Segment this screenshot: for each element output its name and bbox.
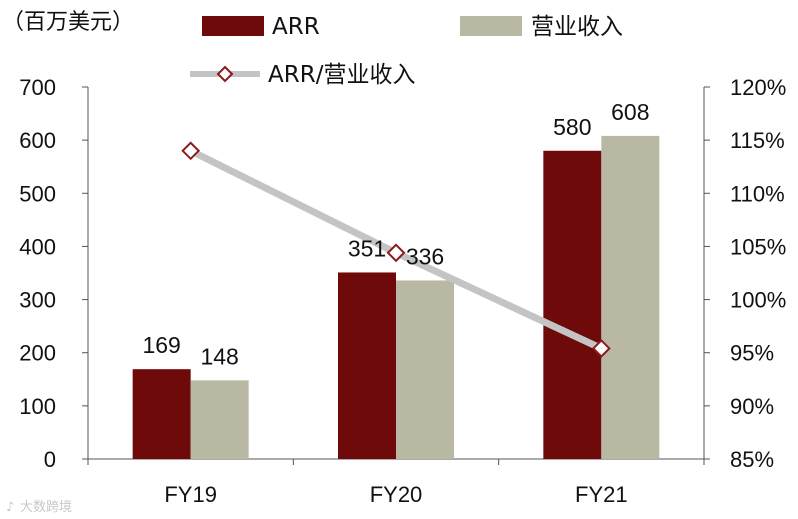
bar-revenue bbox=[190, 380, 249, 459]
left-axis-tick-label: 600 bbox=[19, 128, 56, 153]
unit-label: （百万美元） bbox=[2, 10, 134, 35]
watermark-logo-icon: ♪ bbox=[6, 500, 14, 515]
legend-marker-ratio-icon bbox=[216, 65, 234, 83]
legend-label-revenue: 营业收入 bbox=[531, 14, 623, 40]
bar-value-label: 148 bbox=[200, 343, 238, 369]
left-axis-tick-label: 100 bbox=[19, 394, 56, 419]
bar-revenue bbox=[601, 135, 660, 460]
bar-arr bbox=[338, 272, 396, 459]
left-axis-tick-label: 0 bbox=[44, 447, 56, 472]
left-axis-tick-label: 200 bbox=[19, 341, 56, 366]
x-axis-category-label: FY20 bbox=[370, 482, 423, 507]
ratio-point bbox=[591, 339, 611, 358]
legend-swatch-revenue bbox=[460, 16, 522, 36]
watermark: ♪ 大数跨境 bbox=[6, 500, 72, 515]
ratio-point bbox=[181, 141, 201, 161]
ratio-point bbox=[386, 243, 406, 263]
legend-swatch-arr bbox=[202, 16, 264, 36]
bar-revenue bbox=[396, 280, 454, 459]
data-labels: 169 351 580 148 336 608 bbox=[142, 99, 649, 369]
left-axis-tick-label: 700 bbox=[19, 75, 56, 100]
left-axis-tick-label: 300 bbox=[19, 288, 56, 313]
bars bbox=[132, 135, 660, 460]
x-axis-category-label: FY19 bbox=[164, 482, 217, 507]
legend-label-arr: ARR bbox=[272, 14, 320, 40]
x-axis-category-label: FY21 bbox=[575, 482, 628, 507]
bar-value-label: 351 bbox=[348, 235, 386, 261]
right-axis-tick-label: 110% bbox=[730, 181, 785, 206]
right-axis-tick-label: 90% bbox=[730, 394, 774, 419]
left-axis-tick-label: 500 bbox=[19, 181, 56, 206]
right-axis-tick-label: 115% bbox=[730, 128, 785, 153]
legend: ARR 营业收入 ARR/营业收入 bbox=[190, 14, 623, 88]
right-axis-tick-label: 95% bbox=[730, 341, 774, 366]
legend-label-ratio: ARR/营业收入 bbox=[268, 62, 415, 88]
bar-arr bbox=[132, 369, 191, 459]
right-axis-tick-label: 105% bbox=[730, 234, 786, 259]
bar-arr bbox=[543, 150, 602, 459]
right-axis-tick-label: 100% bbox=[730, 288, 786, 313]
bar-value-label: 580 bbox=[553, 114, 591, 140]
right-axis-tick-label: 120% bbox=[730, 75, 786, 100]
bar-value-label: 336 bbox=[406, 243, 444, 269]
bar-value-label: 608 bbox=[611, 99, 649, 125]
watermark-text: 大数跨境 bbox=[20, 500, 72, 515]
left-axis-tick-label: 400 bbox=[19, 234, 56, 259]
ratio-line-layer bbox=[181, 141, 611, 358]
axes: 0 100 200 300 400 500 600 700 85% 90% 95% 100% 105% 1… bbox=[19, 75, 786, 507]
right-axis-tick-label: 85% bbox=[730, 447, 774, 472]
bar-value-label: 169 bbox=[142, 332, 180, 358]
